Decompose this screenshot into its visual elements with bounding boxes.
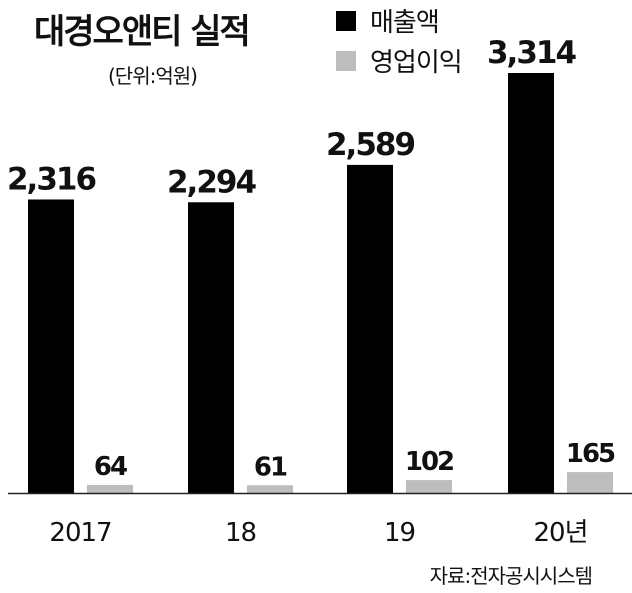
bar-operating-profit <box>247 485 293 493</box>
bar-operating-profit <box>406 480 452 493</box>
legend-item-revenue: 매출액 <box>336 2 440 39</box>
data-label-operating-profit: 102 <box>405 447 453 477</box>
data-label-operating-profit: 64 <box>94 452 127 482</box>
unit-label: (단위:억원) <box>108 64 198 88</box>
data-label-revenue: 2,589 <box>326 127 414 163</box>
data-label-revenue: 2,316 <box>7 161 95 197</box>
bar-operating-profit <box>87 484 133 493</box>
bar-operating-profit <box>567 472 613 493</box>
source-note: 자료:전자공시시스템 <box>429 564 593 588</box>
data-label-operating-profit: 61 <box>254 452 287 482</box>
chart-title: 대경오앤티 실적 <box>34 12 251 52</box>
x-tick-label: 18 <box>225 518 256 548</box>
bar-revenue <box>508 73 554 493</box>
bar-revenue <box>188 202 234 493</box>
bar-revenue <box>28 199 74 493</box>
data-label-revenue: 2,294 <box>167 164 256 200</box>
legend-label-revenue: 매출액 <box>370 8 440 38</box>
legend-item-operating-profit: 영업이익 <box>336 42 463 79</box>
legend-swatch-revenue <box>336 10 356 31</box>
bar-revenue <box>347 164 393 493</box>
legend-label-operating-profit: 영업이익 <box>370 48 463 78</box>
data-label-revenue: 3,314 <box>487 35 576 71</box>
x-tick-label: 2017 <box>49 518 111 548</box>
x-tick-label: 19 <box>384 518 415 548</box>
legend-swatch-operating-profit <box>336 50 356 71</box>
data-label-operating-profit: 165 <box>566 439 615 469</box>
x-tick-label: 20년 <box>533 518 587 548</box>
